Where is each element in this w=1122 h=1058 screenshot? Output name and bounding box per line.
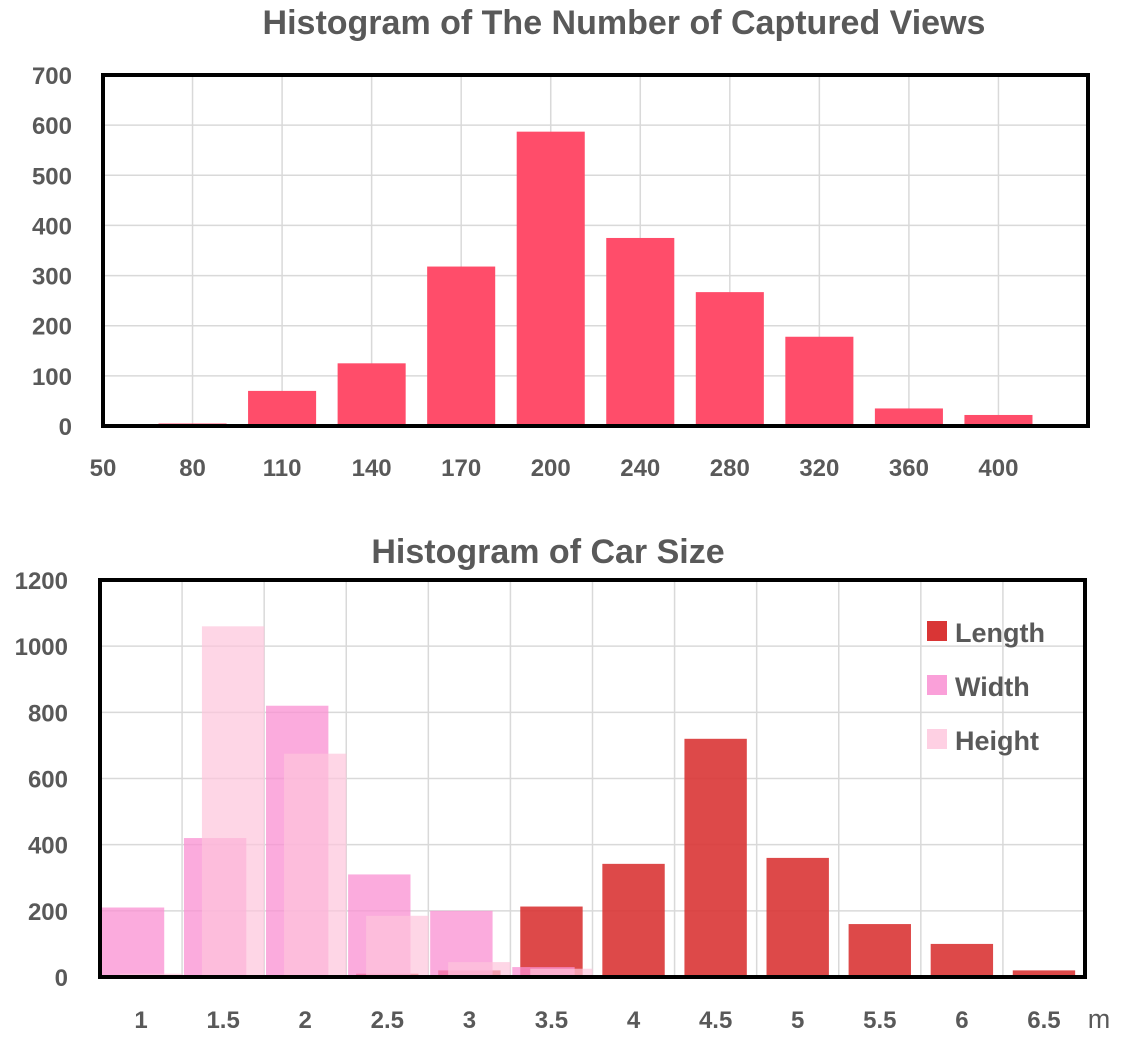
chart1-y-tick-label: 300 (32, 264, 72, 291)
legend-swatch-width (927, 675, 947, 695)
chart2-bar-length (602, 863, 665, 977)
chart2-y-tick-label: 0 (55, 965, 68, 992)
chart2-x-tick-label: 2 (299, 1007, 312, 1034)
chart1-bar (695, 292, 764, 426)
chart1-x-tick-labels: 50 80 110 140 170 200 240 280 320 360 400 (90, 455, 1019, 482)
chart2-legend: Length Width Height (927, 618, 1045, 756)
chart2-bar-height (284, 753, 347, 977)
chart1-bar (337, 363, 406, 426)
chart2-x-tick-label: 3 (463, 1007, 476, 1034)
chart1-y-tick-label: 700 (32, 63, 72, 90)
chart1-y-tick-label: 200 (32, 314, 72, 341)
chart1-y-tick-label: 600 (32, 113, 72, 140)
chart2-bar-height (201, 626, 265, 977)
chart2-bar-length (848, 924, 911, 977)
chart1-bar (248, 390, 317, 426)
chart2-x-tick-label: 5.5 (863, 1007, 896, 1034)
chart2-bar-height (530, 968, 593, 977)
chart2-x-tick-label: 5 (791, 1007, 804, 1034)
chart1-x-tick-label: 280 (710, 455, 750, 482)
chart1-plot-frame (101, 73, 1090, 428)
chart1-x-tick-label: 80 (179, 455, 206, 482)
chart2-bar-height (448, 962, 511, 977)
chart1-y-tick-labels: 0 100 200 300 400 500 600 700 (32, 63, 72, 441)
chart2-x-tick-label: 6.5 (1027, 1007, 1060, 1034)
chart1-bar (606, 237, 675, 426)
chart2-bar-length (684, 738, 747, 977)
chart2-bar-width (101, 907, 165, 977)
chart2-y-tick-labels: 0 200 400 600 800 1000 1200 (15, 568, 68, 992)
chart1-gridlines (103, 74, 1088, 427)
chart1-y-tick-label: 400 (32, 213, 72, 240)
chart1-bar (427, 266, 496, 426)
captured-views-histogram: Histogram of The Number of Captured View… (32, 4, 1090, 482)
legend-swatch-length (927, 621, 947, 641)
chart1-bars (103, 131, 1033, 426)
chart2-x-tick-label: 1 (134, 1007, 147, 1034)
chart2-plot-frame (98, 578, 1087, 979)
chart1-bar (785, 336, 854, 426)
chart2-x-tick-label: 1.5 (206, 1007, 239, 1034)
chart2-y-tick-label: 800 (28, 700, 68, 727)
chart1-x-tick-label: 140 (352, 455, 392, 482)
legend-swatch-height (927, 729, 947, 749)
chart2-y-tick-label: 400 (28, 833, 68, 860)
chart2-x-tick-label: 6 (955, 1007, 968, 1034)
chart2-x-tick-label: 3.5 (535, 1007, 568, 1034)
chart1-x-tick-label: 400 (978, 455, 1018, 482)
chart2-bar-length (930, 943, 994, 977)
chart2-bar-length (520, 906, 583, 977)
chart1-x-tick-label: 200 (531, 455, 571, 482)
chart1-y-tick-label: 0 (59, 414, 72, 441)
chart1-x-tick-label: 320 (799, 455, 839, 482)
legend-label-length: Length (955, 618, 1045, 648)
chart2-y-tick-label: 1000 (15, 634, 68, 661)
chart2-bar-length (766, 857, 829, 977)
chart2-y-tick-label: 200 (28, 899, 68, 926)
chart1-bar (964, 414, 1033, 426)
chart2-x-tick-label: 4 (627, 1007, 641, 1034)
chart2-bar-height (366, 915, 429, 977)
chart1-bar (874, 408, 943, 426)
chart2-bar-length (1012, 970, 1076, 977)
chart1-x-tick-label: 110 (263, 455, 302, 482)
chart1-x-tick-label: 50 (90, 455, 117, 482)
car-size-histogram: Histogram of Car Size 0 200 400 600 800 1000 1… (15, 533, 1111, 1034)
chart2-x-tick-label: 2.5 (371, 1007, 404, 1034)
chart1-x-tick-label: 240 (620, 455, 660, 482)
chart1-y-tick-label: 500 (32, 163, 72, 190)
chart2-y-tick-label: 1200 (15, 568, 68, 595)
chart2-bars (101, 626, 1076, 977)
chart2-title: Histogram of Car Size (371, 533, 724, 571)
chart2-x-tick-label: 4.5 (699, 1007, 732, 1034)
chart1-bar (516, 131, 585, 426)
chart1-x-tick-label: 170 (441, 455, 481, 482)
chart1-x-tick-label: 360 (889, 455, 929, 482)
chart2-x-axis-unit: m (1088, 1004, 1111, 1034)
legend-label-width: Width (955, 672, 1030, 702)
chart2-x-tick-labels: 1 1.5 2 2.5 3 3.5 4 4.5 5 5.5 6 6.5 (134, 1007, 1060, 1034)
chart1-y-tick-label: 100 (32, 364, 72, 391)
chart2-y-tick-label: 600 (28, 767, 68, 794)
legend-label-height: Height (955, 726, 1039, 756)
chart1-title: Histogram of The Number of Captured View… (263, 4, 986, 42)
